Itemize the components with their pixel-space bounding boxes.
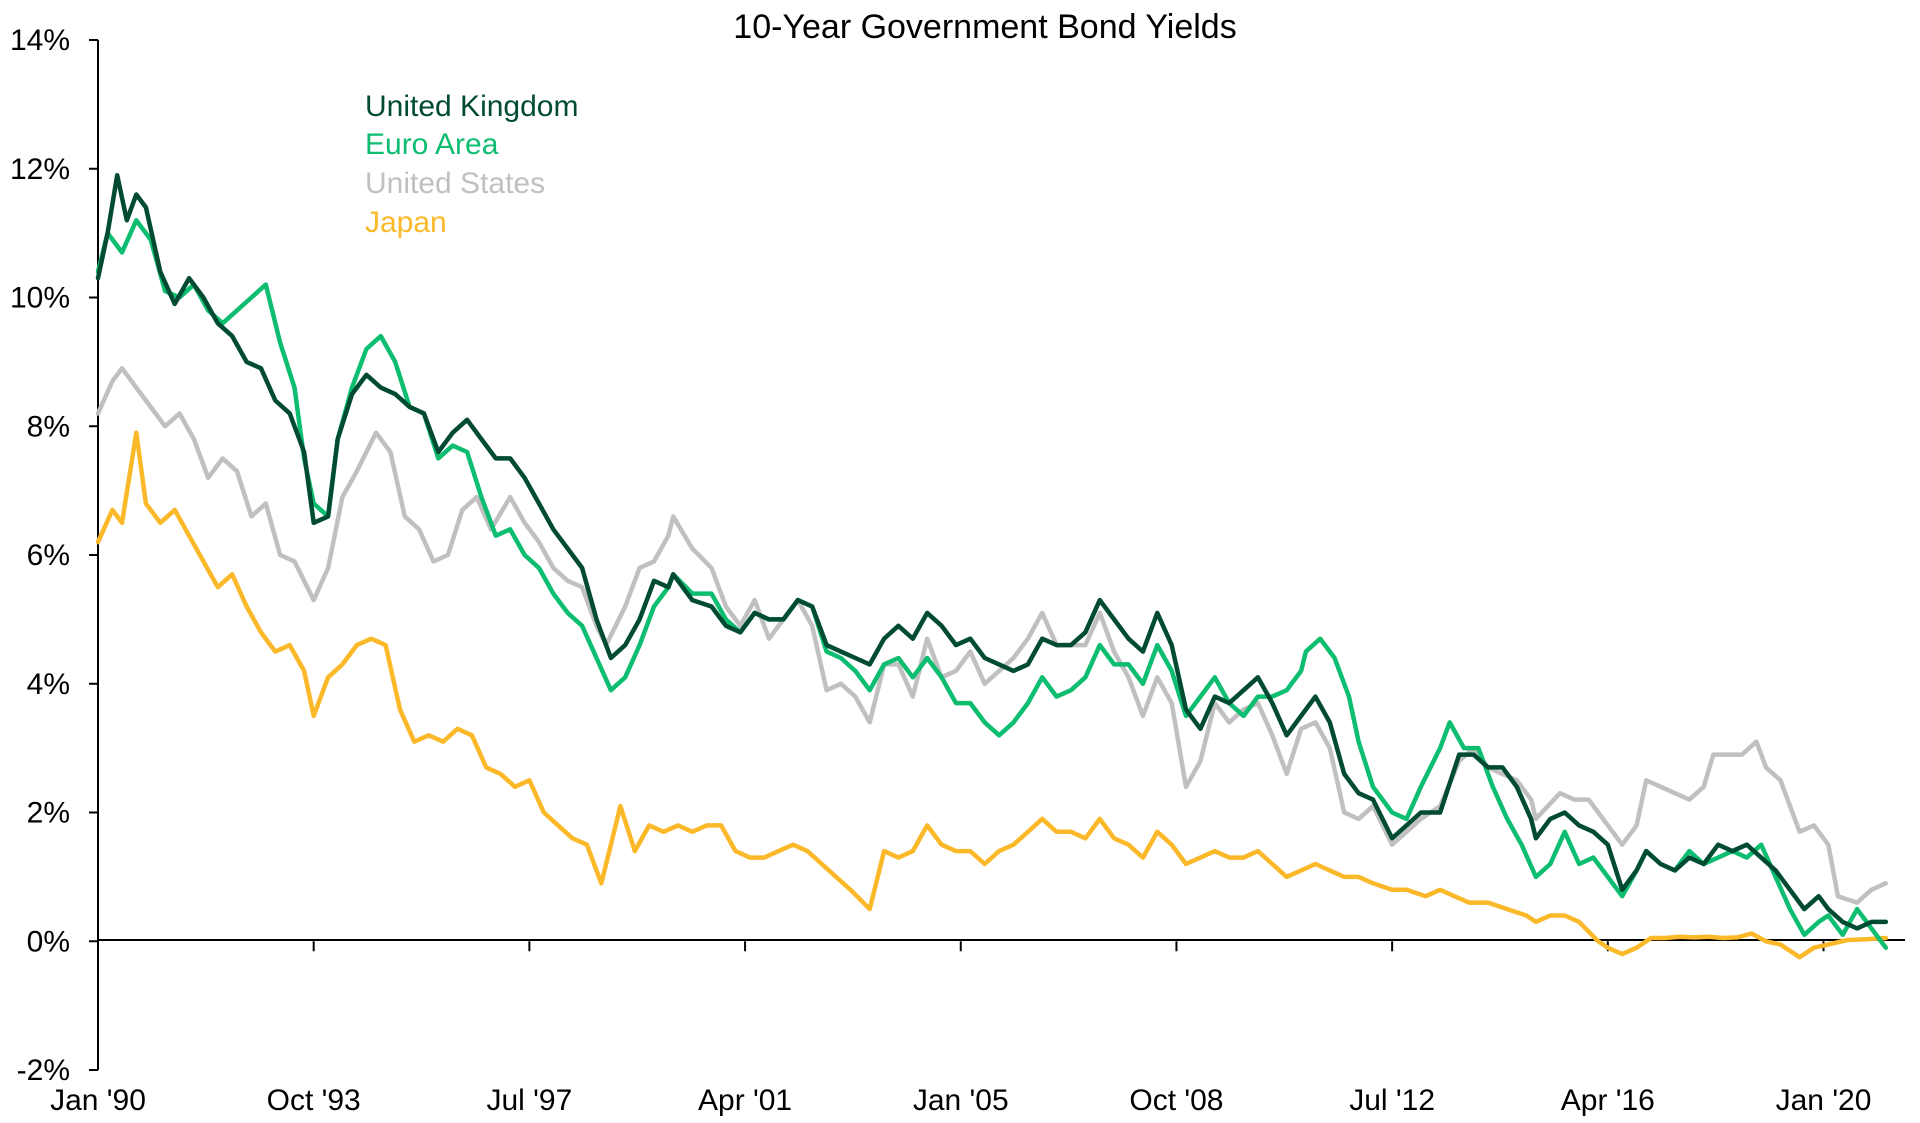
- chart-title: 10-Year Government Bond Yields: [733, 8, 1236, 46]
- x-tick-label: Jul '97: [486, 1084, 572, 1117]
- x-tick-label: Jan '20: [1776, 1084, 1872, 1117]
- y-tick-label: 12%: [10, 153, 70, 186]
- y-ticks: -2% 0% 2% 4% 6% 8% 10% 12% 14%: [10, 24, 98, 1087]
- legend-entry-japan: Japan: [365, 206, 447, 239]
- series-line-japan: [95, 430, 1889, 960]
- x-tick-label: Apr '16: [1561, 1084, 1655, 1117]
- series-line-united-states: [95, 366, 1889, 905]
- y-tick-label: 2%: [27, 797, 70, 830]
- x-tick-label: Oct '08: [1129, 1084, 1223, 1117]
- x-tick-label: Jan '90: [50, 1084, 146, 1117]
- y-tick-label: 10%: [10, 282, 70, 315]
- y-tick-label: 0%: [27, 925, 70, 958]
- legend-entry-united-states: United States: [365, 167, 545, 200]
- y-tick-label: -2%: [17, 1054, 70, 1087]
- y-tick-label: 8%: [27, 410, 70, 443]
- y-tick-label: 4%: [27, 668, 70, 701]
- series-line-euro-area: [95, 218, 1889, 950]
- x-tick-label: Apr '01: [698, 1084, 792, 1117]
- series-line-united-kingdom: [95, 172, 1889, 931]
- series-lines: [95, 172, 1889, 960]
- y-tick-label: 6%: [27, 539, 70, 572]
- y-tick-label: 14%: [10, 24, 70, 57]
- x-tick-label: Jan '05: [913, 1084, 1009, 1117]
- x-tick-label: Jul '12: [1349, 1084, 1435, 1117]
- legend-entry-united-kingdom: United Kingdom: [365, 90, 578, 123]
- legend-entry-euro-area: Euro Area: [365, 128, 499, 161]
- x-tick-label: Oct '93: [267, 1084, 361, 1117]
- x-ticks: Jan '90 Oct '93 Jul '97 Apr '01 Jan '05 Oct '…: [50, 941, 1871, 1117]
- legend: United Kingdom Euro Area United States J…: [365, 90, 578, 239]
